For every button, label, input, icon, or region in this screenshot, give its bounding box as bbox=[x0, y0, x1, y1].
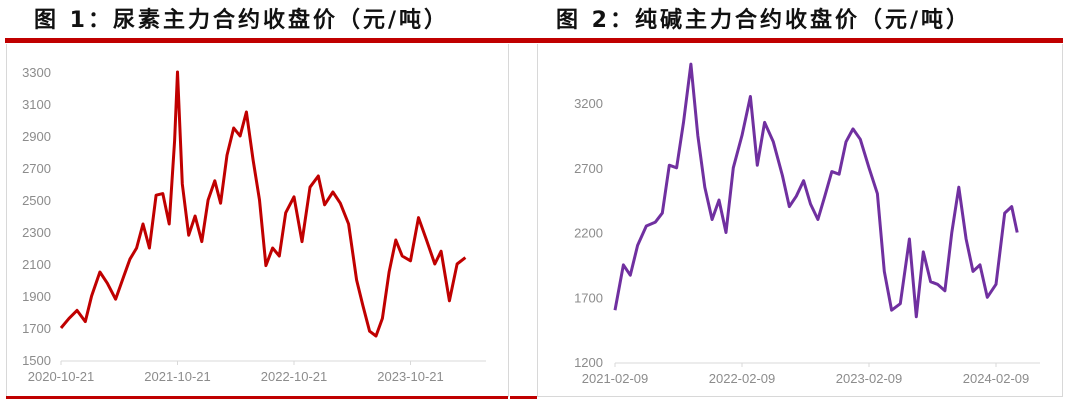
x-tick-label: 2022-10-21 bbox=[261, 369, 328, 384]
x-tick-label: 2023-02-09 bbox=[836, 371, 903, 386]
x-tick-label: 2022-02-09 bbox=[709, 371, 776, 386]
x-tick-label: 2021-02-09 bbox=[582, 371, 649, 386]
y-tick-label: 1900 bbox=[22, 289, 51, 304]
x-axis-ticks: 2021-02-09 2022-02-09 2023-02-09 2024-02-09 bbox=[582, 363, 1030, 386]
y-axis-ticks: 1200 1700 2200 2700 3200 bbox=[574, 96, 603, 370]
figure-2-bottom-rule bbox=[510, 396, 537, 399]
x-tick-label: 2021-10-21 bbox=[144, 369, 211, 384]
urea-price-line bbox=[59, 70, 467, 338]
y-tick-label: 2300 bbox=[22, 225, 51, 240]
figure-1-bottom-rule bbox=[6, 396, 508, 399]
x-tick-label: 2020-10-21 bbox=[28, 369, 95, 384]
figure-2-top-rule bbox=[510, 38, 1063, 43]
y-tick-label: 3100 bbox=[22, 97, 51, 112]
y-tick-label: 2700 bbox=[574, 161, 603, 176]
y-tick-label: 1700 bbox=[22, 321, 51, 336]
y-tick-label: 2700 bbox=[22, 161, 51, 176]
figure-2-title: 图 2：纯碱主力合约收盘价（元/吨） bbox=[556, 8, 972, 33]
y-tick-label: 3300 bbox=[22, 65, 51, 80]
y-tick-label: 2500 bbox=[22, 193, 51, 208]
figure-1-title: 图 1：尿素主力合约收盘价（元/吨） bbox=[34, 8, 450, 33]
figure-1-panel bbox=[6, 44, 509, 397]
y-tick-label: 1200 bbox=[574, 355, 603, 370]
y-axis-ticks: 1500 1700 1900 2100 2300 2500 2700 2900 3100 3300 bbox=[22, 65, 51, 368]
y-tick-label: 2900 bbox=[22, 129, 51, 144]
y-tick-label: 2100 bbox=[22, 257, 51, 272]
soda-ash-price-line bbox=[613, 62, 1019, 319]
soda-ash-price-chart: 1200 1700 2200 2700 3200 2021-02-09 2022-02-0… bbox=[574, 62, 1040, 386]
y-tick-label: 2200 bbox=[574, 226, 603, 241]
x-tick-label: 2023-10-21 bbox=[377, 369, 444, 384]
urea-price-chart: 1500 1700 1900 2100 2300 2500 2700 2900 3100 3300… bbox=[22, 65, 486, 384]
figure-2-panel bbox=[537, 44, 1063, 397]
y-tick-label: 1500 bbox=[22, 353, 51, 368]
x-axis-ticks: 2020-10-21 2021-10-21 2022-10-21 2023-10-21 bbox=[28, 361, 444, 384]
y-tick-label: 3200 bbox=[574, 96, 603, 111]
x-tick-label: 2024-02-09 bbox=[963, 371, 1030, 386]
figure-1-top-rule bbox=[5, 38, 510, 43]
y-tick-label: 1700 bbox=[574, 290, 603, 305]
